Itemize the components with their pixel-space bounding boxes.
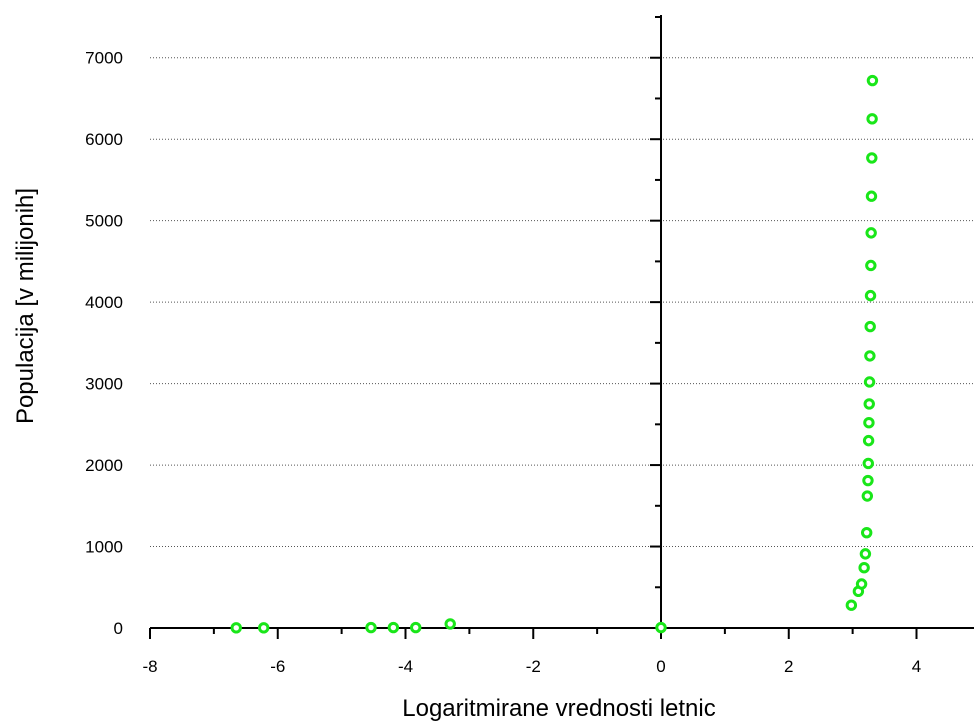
y-tick-label: 0 xyxy=(114,619,123,638)
data-point xyxy=(655,621,667,634)
data-point xyxy=(865,190,878,202)
y-tick-label: 5000 xyxy=(85,212,123,231)
data-point xyxy=(862,434,875,447)
x-tick-labels: -8 -6 -4 -2 0 2 4 xyxy=(142,657,921,676)
data-point xyxy=(230,622,242,634)
data-point xyxy=(387,621,400,634)
x-tick-label: -6 xyxy=(270,657,285,676)
data-point xyxy=(865,259,877,272)
data-point xyxy=(444,618,456,630)
y-tick-label: 6000 xyxy=(85,130,123,149)
data-points xyxy=(230,74,879,634)
data-point xyxy=(866,113,878,125)
y-tick-labels: 0 1000 2000 3000 4000 5000 6000 7000 xyxy=(85,49,123,638)
x-axis-title: Logaritmirane vrednosti letnic xyxy=(402,695,716,722)
y-tick-label: 1000 xyxy=(85,538,123,557)
data-point xyxy=(864,350,876,362)
x-tick-label: -4 xyxy=(398,657,413,676)
data-point xyxy=(859,548,872,560)
y-axis-title: Populacija [v milijonih] xyxy=(12,188,39,424)
data-point xyxy=(864,289,877,302)
data-point xyxy=(855,578,868,590)
data-point xyxy=(864,320,876,333)
y-tick-label: 7000 xyxy=(85,49,123,68)
data-point xyxy=(866,152,878,164)
x-tick-label: 0 xyxy=(656,657,665,676)
data-point xyxy=(845,599,858,611)
data-point xyxy=(862,457,874,470)
data-point xyxy=(862,474,874,487)
gridlines xyxy=(150,57,974,548)
data-point xyxy=(863,398,875,410)
y-tick-label: 2000 xyxy=(85,456,123,475)
y-tick-label: 3000 xyxy=(85,375,123,394)
x-tick-label: -2 xyxy=(526,657,541,676)
data-point xyxy=(257,622,270,634)
data-point xyxy=(858,562,870,574)
x-tick-label: 4 xyxy=(912,657,921,676)
x-tick-label: -8 xyxy=(142,657,157,676)
data-point xyxy=(410,621,422,634)
axes xyxy=(149,15,974,639)
x-tick-label: 2 xyxy=(784,657,793,676)
data-point xyxy=(365,621,377,634)
data-point xyxy=(866,74,879,87)
data-point xyxy=(860,526,873,539)
y-tick-label: 4000 xyxy=(85,293,123,312)
data-point xyxy=(861,490,874,502)
data-point xyxy=(863,376,876,388)
data-point xyxy=(865,227,877,239)
data-point xyxy=(863,417,875,429)
